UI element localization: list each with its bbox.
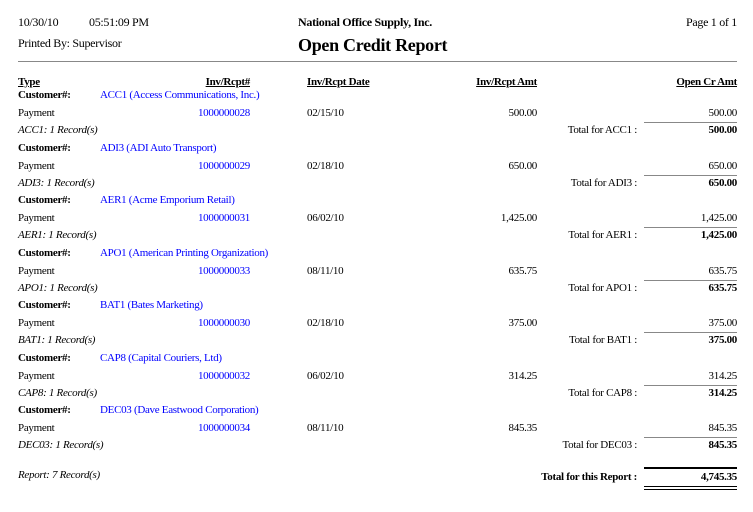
customer-link[interactable]: BAT1 (Bates Marketing)	[100, 299, 203, 311]
subtotal-rule	[644, 122, 737, 123]
invoice-link[interactable]: 1000000033	[197, 264, 250, 277]
group-total: 375.00	[708, 334, 738, 346]
page-number: Page 1 of 1	[685, 15, 737, 29]
printed-by: Printed By: Supervisor	[18, 36, 122, 50]
col-open: Open Cr Amt	[676, 76, 737, 88]
group-total: 500.00	[708, 124, 738, 136]
row-date: 06/02/10	[307, 212, 344, 224]
group-total-label: Total for DEC03 :	[562, 439, 638, 451]
row-date: 02/18/10	[307, 317, 344, 329]
row-open-amount: 314.25	[708, 369, 738, 382]
group-summary: BAT1: 1 Record(s)	[18, 334, 96, 346]
group-summary: ADI3: 1 Record(s)	[18, 176, 95, 189]
customer-link[interactable]: DEC03 (Dave Eastwood Corporation)	[100, 404, 259, 416]
group-total-label: Total for APO1 :	[568, 281, 637, 294]
customer-label: Customer#:	[18, 404, 71, 416]
subtotal-rule	[644, 437, 737, 438]
subtotal-rule	[644, 332, 737, 333]
row-type: Payment	[18, 212, 55, 224]
group-total-label: Total for ACC1 :	[567, 124, 638, 136]
row-open-amount: 650.00	[708, 159, 738, 172]
group-summary: CAP8: 1 Record(s)	[18, 386, 97, 399]
customer-label: Customer#:	[18, 194, 71, 206]
group-summary: AER1: 1 Record(s)	[18, 229, 97, 241]
row-date: 08/11/10	[307, 264, 344, 277]
row-amount: 650.00	[508, 159, 538, 172]
group-summary: ACC1: 1 Record(s)	[18, 124, 98, 136]
invoice-link[interactable]: 1000000031	[197, 212, 250, 224]
group-total: 635.75	[708, 281, 738, 294]
group-summary: DEC03: 1 Record(s)	[18, 439, 104, 451]
row-amount: 375.00	[508, 317, 538, 329]
report-total-double-rule	[644, 486, 737, 487]
customer-label: Customer#:	[18, 89, 71, 101]
customer-label: Customer#:	[18, 246, 71, 259]
report-total-double-rule	[644, 489, 737, 490]
print-date: 10/30/10	[18, 15, 59, 29]
customer-link[interactable]: ADI3 (ADI Auto Transport)	[100, 141, 217, 154]
row-date: 06/02/10	[307, 369, 344, 382]
customer-link[interactable]: AER1 (Acme Emporium Retail)	[100, 194, 235, 206]
row-type: Payment	[18, 369, 55, 382]
group-total: 314.25	[708, 386, 738, 399]
row-type: Payment	[18, 159, 55, 172]
group-total: 845.35	[708, 439, 738, 451]
row-date: 08/11/10	[307, 422, 344, 434]
invoice-link[interactable]: 1000000030	[197, 317, 250, 329]
report-total-label: Total for this Report :	[541, 471, 637, 483]
invoice-link[interactable]: 1000000034	[197, 422, 250, 434]
header-divider	[18, 61, 737, 62]
report-total-rule	[644, 467, 737, 469]
group-summary: APO1: 1 Record(s)	[18, 281, 98, 294]
row-open-amount: 1,425.00	[700, 212, 737, 224]
row-amount: 635.75	[508, 264, 538, 277]
print-time: 05:51:09 PM	[89, 15, 149, 29]
row-date: 02/15/10	[307, 107, 344, 119]
group-total-label: Total for CAP8 :	[568, 386, 637, 399]
row-amount: 845.35	[508, 422, 538, 434]
row-open-amount: 375.00	[708, 317, 738, 329]
customer-label: Customer#:	[18, 351, 71, 364]
invoice-link[interactable]: 1000000032	[197, 369, 250, 382]
group-total: 650.00	[708, 176, 738, 189]
col-amt: Inv/Rcpt Amt	[476, 76, 537, 88]
invoice-link[interactable]: 1000000029	[197, 159, 250, 172]
row-type: Payment	[18, 264, 55, 277]
subtotal-rule	[644, 174, 737, 176]
row-type: Payment	[18, 317, 55, 329]
row-open-amount: 845.35	[708, 422, 738, 434]
row-amount: 1,425.00	[500, 212, 537, 224]
customer-link[interactable]: ACC1 (Access Communications, Inc.)	[100, 89, 260, 101]
row-open-amount: 500.00	[708, 107, 738, 119]
customer-label: Customer#:	[18, 299, 71, 311]
row-type: Payment	[18, 107, 55, 119]
col-inv-rcpt: Inv/Rcpt#	[205, 76, 251, 88]
row-date: 02/18/10	[307, 159, 344, 172]
row-amount: 314.25	[508, 369, 538, 382]
row-open-amount: 635.75	[708, 264, 738, 277]
col-date: Inv/Rcpt Date	[307, 76, 370, 88]
subtotal-rule	[644, 384, 737, 386]
customer-label: Customer#:	[18, 141, 71, 154]
company-name: National Office Supply, Inc.	[298, 15, 432, 29]
customer-link[interactable]: APO1 (American Printing Organization)	[100, 246, 269, 259]
group-total-label: Total for BAT1 :	[568, 334, 637, 346]
customer-link[interactable]: CAP8 (Capital Couriers, Ltd)	[100, 351, 222, 364]
group-total-label: Total for AER1 :	[568, 229, 637, 241]
invoice-link[interactable]: 1000000028	[197, 107, 250, 119]
report-total: 4,745.35	[700, 471, 737, 483]
report-summary: Report: 7 Record(s)	[18, 469, 100, 481]
row-amount: 500.00	[508, 107, 538, 119]
col-type: Type	[18, 76, 40, 88]
group-total: 1,425.00	[700, 229, 737, 241]
row-type: Payment	[18, 422, 55, 434]
subtotal-rule	[644, 227, 737, 228]
report-title: Open Credit Report	[298, 35, 448, 55]
group-total-label: Total for ADI3 :	[570, 176, 638, 189]
subtotal-rule	[644, 279, 737, 281]
